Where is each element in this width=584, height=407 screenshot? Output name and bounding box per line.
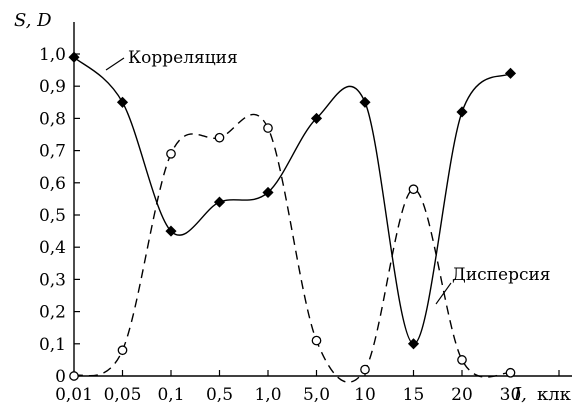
- data-point-circle: [214, 132, 225, 143]
- data-point-circle: [311, 335, 322, 346]
- x-tick-label: 15: [403, 385, 425, 405]
- series-line: [73, 113, 511, 383]
- x-tick-label: 0,05: [104, 385, 142, 405]
- x-tick-label: 0,1: [157, 385, 184, 405]
- data-point-circle: [457, 355, 467, 365]
- series-label-dispersion: Дисперсия: [452, 265, 551, 285]
- y-tick-label: 0,5: [39, 206, 66, 226]
- data-point-diamond: [116, 96, 129, 108]
- y-tick-label: 0,9: [39, 77, 66, 97]
- y-tick-label: 0,8: [39, 109, 66, 129]
- data-point-diamond: [359, 96, 371, 108]
- data-point-circle: [505, 367, 516, 378]
- x-axis-unit: клк: [537, 384, 572, 405]
- y-tick-label: 0,6: [39, 174, 66, 194]
- plot-axes: [73, 22, 572, 377]
- x-tick-label: 20: [451, 385, 473, 405]
- x-tick-label: 5,0: [303, 385, 330, 405]
- series-label-correlation: Корреляция: [128, 48, 238, 68]
- data-point-diamond: [68, 51, 80, 63]
- y-tick-label: 0,2: [39, 303, 66, 323]
- x-axis-title: I, клк: [513, 384, 572, 405]
- series-correlation: [68, 51, 517, 350]
- y-tick-label: 0,3: [39, 270, 66, 290]
- series-dispersion: [69, 113, 516, 383]
- data-point-diamond: [407, 338, 420, 350]
- data-point-diamond: [504, 67, 517, 79]
- data-point-diamond: [213, 196, 226, 208]
- data-point-circle: [166, 148, 176, 159]
- x-tick-label: 0,01: [55, 385, 93, 405]
- y-ticks: 0 0,1 0,2 0,3 0,4 0,5 0,6 0,7 0,8 0,9 1,0: [39, 45, 80, 387]
- y-axis-title: S, D: [14, 10, 52, 31]
- dispersion-leader-line: [435, 282, 452, 305]
- x-axis-symbol: I,: [513, 384, 527, 405]
- x-tick-label: 0,5: [206, 385, 233, 405]
- x-tick-label: 30: [500, 385, 522, 405]
- y-tick-label: 0,7: [39, 142, 66, 162]
- y-tick-label: 0,4: [39, 238, 66, 258]
- data-point-circle: [117, 345, 128, 356]
- data-point-diamond: [456, 106, 468, 118]
- y-tick-label: 1,0: [39, 45, 66, 65]
- data-point-circle: [69, 371, 79, 381]
- series-layer: [68, 51, 517, 383]
- x-ticks: 0,01 0,05 0,1 0,5 1,0 5,0 10 15 20 30: [55, 370, 560, 405]
- y-tick-label: 0: [55, 367, 66, 387]
- data-point-diamond: [165, 225, 177, 237]
- data-point-diamond: [262, 186, 274, 199]
- correlation-leader-line: [105, 57, 125, 71]
- data-point-diamond: [310, 112, 323, 124]
- x-tick-label: 10: [354, 385, 376, 405]
- data-point-circle: [408, 184, 419, 195]
- y-tick-label: 0,1: [39, 335, 66, 355]
- data-point-circle: [263, 123, 273, 133]
- series-labels: Корреляция Дисперсия: [105, 48, 551, 305]
- series-line: [73, 56, 511, 345]
- x-tick-label: 1,0: [254, 385, 281, 405]
- data-point-circle: [360, 364, 370, 375]
